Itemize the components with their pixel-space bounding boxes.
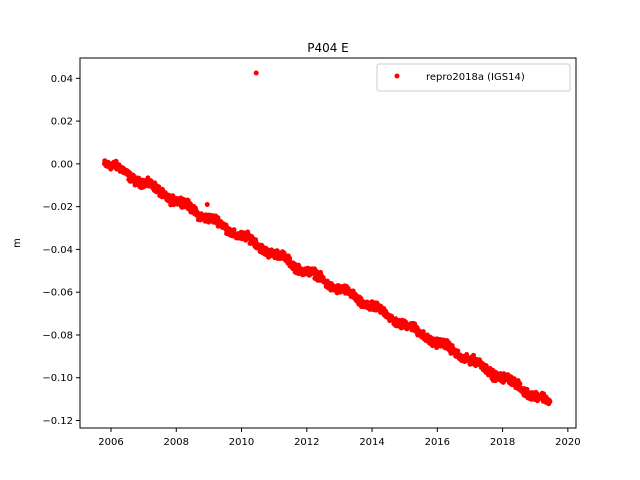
y-axis: 0.04 0.02 0.00 −0.02 −0.04 −0.06 −0.08 −0.10 −0.… (42, 74, 80, 427)
x-tick-label: 2010 (229, 437, 254, 448)
x-axis: 2006 2008 2010 2012 2014 2016 2018 2020 (98, 428, 581, 448)
y-tick-label: −0.06 (42, 288, 73, 299)
y-tick-label: −0.04 (42, 245, 73, 256)
data-point-outlier (415, 332, 421, 338)
y-tick-label: 0.00 (51, 159, 73, 170)
data-point (364, 299, 370, 305)
y-tick-label: −0.10 (42, 373, 73, 384)
x-tick-label: 2018 (490, 437, 515, 448)
legend-entry-label: repro2018a (IGS14) (426, 72, 525, 83)
x-tick-label: 2012 (294, 437, 319, 448)
legend: repro2018a (IGS14) (376, 63, 571, 92)
x-tick-label: 2008 (164, 437, 189, 448)
data-point (464, 352, 470, 358)
x-tick-label: 2020 (555, 437, 580, 448)
x-tick-label: 2006 (98, 437, 123, 448)
y-axis-label: m (12, 238, 23, 248)
y-tick-label: 0.04 (51, 74, 73, 85)
y-tick-label: −0.08 (42, 330, 73, 341)
plot-frame (79, 57, 577, 429)
data-point (517, 381, 523, 387)
y-tick-label: 0.02 (51, 117, 73, 128)
data-point-outlier (204, 202, 210, 207)
y-tick-label: −0.02 (42, 202, 73, 213)
y-tick-label: −0.12 (42, 416, 73, 427)
data-layer (101, 70, 553, 407)
data-point (547, 399, 553, 405)
x-tick-label: 2014 (359, 437, 384, 448)
x-tick-label: 2016 (425, 437, 450, 448)
data-point (455, 348, 461, 354)
data-point (231, 227, 237, 233)
chart-title: P404 E (307, 41, 349, 55)
data-point-outlier (253, 70, 259, 76)
legend-marker (394, 73, 400, 79)
legend-box (376, 63, 571, 92)
data-point (420, 329, 426, 335)
